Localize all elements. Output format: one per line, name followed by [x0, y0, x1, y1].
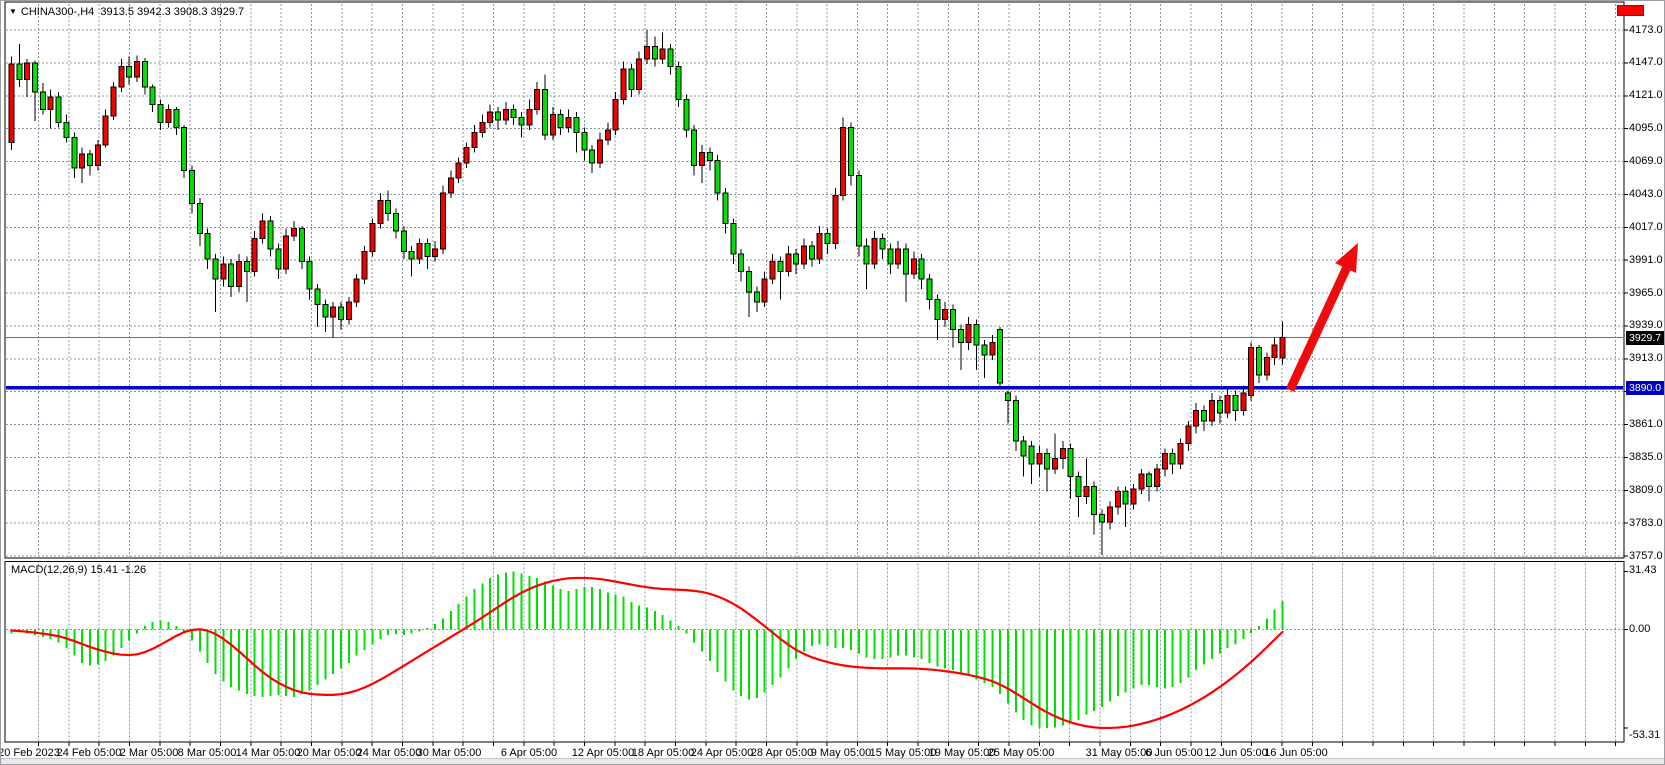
time-axis-label: 19 May 05:00: [928, 747, 996, 759]
price-axis-label: 4173.0: [1629, 23, 1663, 36]
time-axis-label: 6 Jun 05:00: [1145, 747, 1203, 759]
price-axis-label: 4121.0: [1629, 89, 1663, 102]
macd-scale-min: -53.31: [1629, 729, 1661, 741]
price-axis-label: 3939.0: [1629, 319, 1663, 332]
macd-scale-max: 31.43: [1629, 564, 1657, 576]
current-ohlc-label: 3913.5 3942.3 3908.3 3929.7: [100, 6, 245, 18]
time-axis-label: 20 Mar 05:00: [296, 747, 362, 759]
macd-indicator-label: MACD(12,26,9) 15.41 -1.26: [11, 564, 147, 576]
time-axis-label: 12 Jun 05:00: [1204, 747, 1268, 759]
time-axis-label: 2 Mar 05:00: [119, 747, 179, 759]
price-axis-label: 3757.0: [1629, 549, 1663, 562]
time-axis-label: 9 May 05:00: [810, 747, 872, 759]
time-axis-label: 31 May 05:00: [1085, 747, 1153, 759]
price-axis-label: 3913.0: [1629, 352, 1663, 365]
time-axis-label: 14 Mar 05:00: [235, 747, 301, 759]
time-axis-label: 30 Mar 05:00: [416, 747, 482, 759]
time-axis-label: 16 Jun 05:00: [1264, 747, 1328, 759]
time-axis-label: 24 Feb 05:00: [56, 747, 122, 759]
chart-title: ▼ CHINA300-,H4 3913.5 3942.3 3908.3 3929.…: [9, 5, 244, 19]
price-axis-label: 3965.0: [1629, 286, 1663, 299]
macd-scale-zero: 0.00: [1629, 623, 1651, 635]
price-axis-label: 3835.0: [1629, 450, 1663, 463]
price-axis-label: 3809.0: [1629, 483, 1663, 496]
time-axis-label: 6 Apr 05:00: [500, 747, 558, 759]
price-axis-label: 4069.0: [1629, 155, 1663, 168]
time-axis-label: 28 Apr 05:00: [750, 747, 814, 759]
time-axis-label: 18 Apr 05:00: [631, 747, 695, 759]
price-axis-label: 3861.0: [1629, 418, 1663, 431]
price-axis-label: 4095.0: [1629, 122, 1663, 135]
time-axis-label: 24 Apr 05:00: [690, 747, 754, 759]
level-price-tag[interactable]: 3890.0: [1626, 381, 1664, 395]
price-axis-label: 4017.0: [1629, 220, 1663, 233]
time-axis-label: 8 Mar 05:00: [177, 747, 237, 759]
symbol-dropdown-icon[interactable]: ▼: [9, 7, 17, 16]
bottom-strip: [1, 758, 1664, 764]
time-axis-label: 24 Mar 05:00: [356, 747, 422, 759]
time-axis-label: 25 May 05:00: [987, 747, 1055, 759]
price-axis-label: 4043.0: [1629, 187, 1663, 200]
top-right-red-marker[interactable]: [1617, 5, 1644, 16]
current-price-tag: 3929.7: [1626, 331, 1664, 345]
time-axis-label: 12 Apr 05:00: [571, 747, 635, 759]
price-axis-label: 3783.0: [1629, 516, 1663, 529]
time-axis-label: 15 May 05:00: [869, 747, 937, 759]
symbol-period-label: CHINA300-,H4: [20, 6, 95, 18]
price-axis-label: 3991.0: [1629, 253, 1663, 266]
time-axis-label: 20 Feb 2023: [0, 747, 60, 759]
price-axis-label: 4147.0: [1629, 56, 1663, 69]
